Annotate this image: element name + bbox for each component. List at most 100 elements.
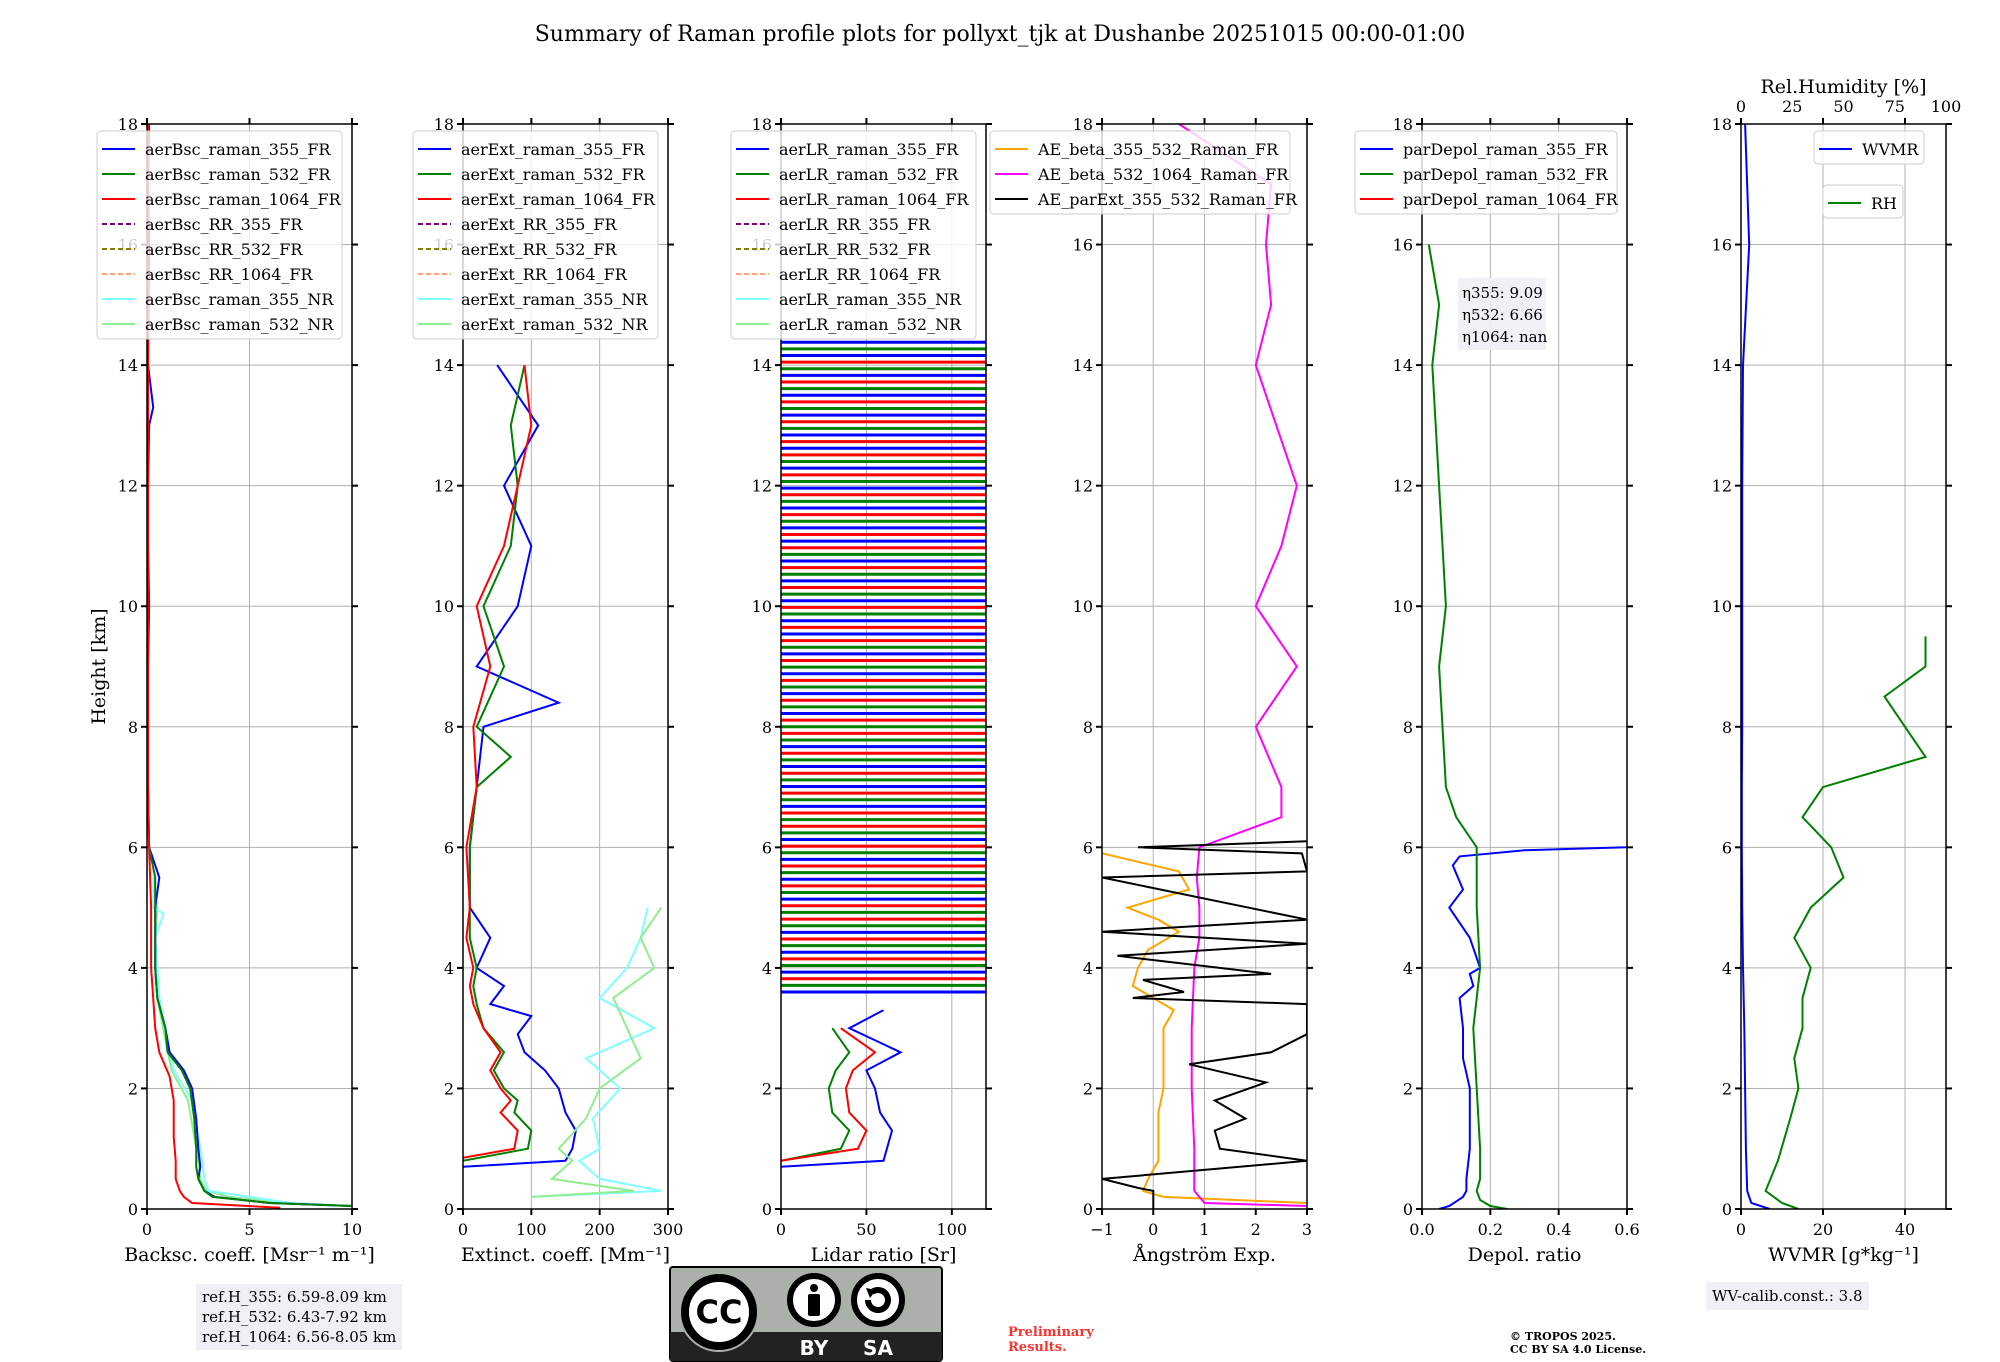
y-tick-label: 6	[128, 838, 138, 857]
y-tick-label: 8	[1403, 718, 1413, 737]
series-line-AE_parExt_355_532_Raman_FR	[1102, 840, 1307, 1209]
y-tick-label: 2	[444, 1079, 454, 1098]
y-tick-label: 2	[1083, 1079, 1093, 1098]
x-tick-label: 20	[1813, 1220, 1833, 1239]
legend-label: aerLR_raman_355_NR	[779, 290, 962, 309]
y-tick-label: 4	[1722, 959, 1732, 978]
legend-frame	[96, 130, 343, 340]
y-tick-label: 2	[128, 1079, 138, 1098]
x2-tick-label: 100	[1931, 97, 1962, 116]
y-tick-label: 14	[434, 356, 454, 375]
legend-label: aerBsc_raman_355_NR	[145, 290, 334, 309]
x-tick-label: 0	[776, 1220, 786, 1239]
legend-label: aerBsc_raman_1064_FR	[145, 190, 342, 209]
y-tick-label: 14	[752, 356, 772, 375]
legend-label: aerExt_raman_355_FR	[461, 140, 646, 159]
series-group	[1427, 244, 1627, 1209]
legend-frame	[1354, 130, 1618, 215]
legend-label: aerBsc_RR_532_FR	[145, 240, 303, 259]
x2-tick-label: 0	[1736, 97, 1746, 116]
series-group	[147, 124, 352, 1209]
y-tick-label: 0	[128, 1200, 138, 1219]
legend-label: aerLR_raman_532_NR	[779, 315, 962, 334]
cc-by-sa-license-badge: CC BY SA	[669, 1266, 943, 1362]
copyright-line-2: CC BY SA 4.0 License.	[1510, 1343, 1647, 1356]
y-tick-label: 2	[1403, 1079, 1413, 1098]
series-line-aerBsc_raman_355_NR	[152, 877, 352, 1207]
y-tick-label: 18	[1712, 115, 1732, 134]
x-tick-label: 1	[1199, 1220, 1209, 1239]
series-group	[1741, 124, 1928, 1209]
x-tick-label: 0.2	[1478, 1220, 1503, 1239]
y-tick-label: 12	[1393, 477, 1413, 496]
x-tick-label: 0	[1736, 1220, 1746, 1239]
x-tick-label: 0	[1148, 1220, 1158, 1239]
cc-text: CC	[696, 1293, 743, 1331]
x-tick-label: 0.6	[1614, 1220, 1639, 1239]
y-tick-label: 6	[444, 838, 454, 857]
x-tick-label: 100	[937, 1220, 968, 1239]
y-tick-label: 8	[444, 718, 454, 737]
legend-label: AE_beta_532_1064_Raman_FR	[1037, 165, 1289, 184]
x2-axis-label: Rel.Humidity [%]	[1760, 76, 1926, 98]
legend-label: aerExt_raman_1064_FR	[461, 190, 656, 209]
x-axis-label: Depol. ratio	[1468, 1244, 1582, 1266]
legend-label: aerExt_raman_532_NR	[461, 315, 649, 334]
y-tick-label: 10	[118, 597, 138, 616]
y-tick-label: 14	[1393, 356, 1413, 375]
y-tick-label: 0	[1083, 1200, 1093, 1219]
x-axis-label: Backsc. coeff. [Msr⁻¹ m⁻¹]	[124, 1244, 375, 1266]
series-line-aerBsc_raman_1064_FR	[147, 124, 281, 1209]
y-tick-label: 0	[444, 1200, 454, 1219]
y-tick-label: 0	[1722, 1200, 1732, 1219]
legend-label: aerBsc_RR_1064_FR	[145, 265, 314, 284]
wv-calibration-box: WV-calib.const.: 3.8	[1706, 1282, 1869, 1310]
ref-height-1064: ref.H_1064: 6.56-8.05 km	[202, 1328, 397, 1346]
x-tick-label: 200	[584, 1220, 615, 1239]
y-tick-label: 10	[1073, 597, 1093, 616]
y-tick-label: 0	[1403, 1200, 1413, 1219]
x-axis-label: Ångström Exp.	[1132, 1244, 1276, 1266]
legend: AE_beta_355_532_Raman_FR AE_beta_532_1064…	[989, 130, 1298, 215]
x-tick-label: 0	[458, 1220, 468, 1239]
y-tick-label: 12	[752, 477, 772, 496]
legend-frame	[412, 130, 659, 340]
y-tick-label: 0	[762, 1200, 772, 1219]
annotation-background	[1458, 278, 1546, 350]
legend-label: aerBsc_RR_355_FR	[145, 215, 303, 234]
y-tick-label: 10	[1393, 597, 1413, 616]
axes-frame	[462, 123, 669, 1210]
legend-RH: RH	[1822, 184, 1904, 219]
eta-annotation: η532: 6.66	[1462, 306, 1543, 324]
x-axis-label: Lidar ratio [Sr]	[811, 1244, 957, 1266]
x-tick-label: 3	[1302, 1220, 1312, 1239]
series-line-RH	[1764, 636, 1928, 1209]
panel-depolarization: 0.0 0.2 0.4 0.6 0 2 4 6 8 10 12 14 16 18 Depol. ratio p…	[1354, 115, 1640, 1266]
legend-label: aerLR_raman_355_FR	[779, 140, 959, 159]
series-group	[781, 340, 986, 1168]
x-tick-label: 0.4	[1546, 1220, 1571, 1239]
legend: aerLR_raman_355_FR aerLR_raman_532_FR aerL…	[730, 130, 977, 340]
x-tick-label: 300	[653, 1220, 684, 1239]
by-text: BY	[800, 1336, 829, 1360]
ref-height-532: ref.H_532: 6.43-7.92 km	[202, 1308, 387, 1326]
y-tick-label: 16	[1393, 236, 1413, 255]
x2-tick-label: 75	[1885, 97, 1905, 116]
series-line-aerLR_raman_355_FR	[781, 1009, 903, 1168]
y-tick-label: 4	[762, 959, 772, 978]
y-tick-label: 18	[752, 115, 772, 134]
legend-label: aerExt_raman_532_FR	[461, 165, 646, 184]
legend-label: aerLR_RR_355_FR	[779, 215, 931, 234]
legend-label: aerBsc_raman_532_NR	[145, 315, 334, 334]
series-group	[463, 364, 663, 1198]
y-tick-label: 8	[762, 718, 772, 737]
legend-label: WVMR	[1862, 140, 1919, 159]
wv-calibration-text: WV-calib.const.: 3.8	[1712, 1287, 1863, 1305]
series-line-aerExt_raman_1064_FR	[463, 364, 533, 1159]
y-tick-label: 6	[762, 838, 772, 857]
x-tick-label: 100	[516, 1220, 547, 1239]
y-tick-label: 4	[444, 959, 454, 978]
legend-label: RH	[1871, 194, 1897, 213]
legend-label: parDepol_raman_532_FR	[1403, 165, 1609, 184]
y-tick-label: 10	[752, 597, 772, 616]
